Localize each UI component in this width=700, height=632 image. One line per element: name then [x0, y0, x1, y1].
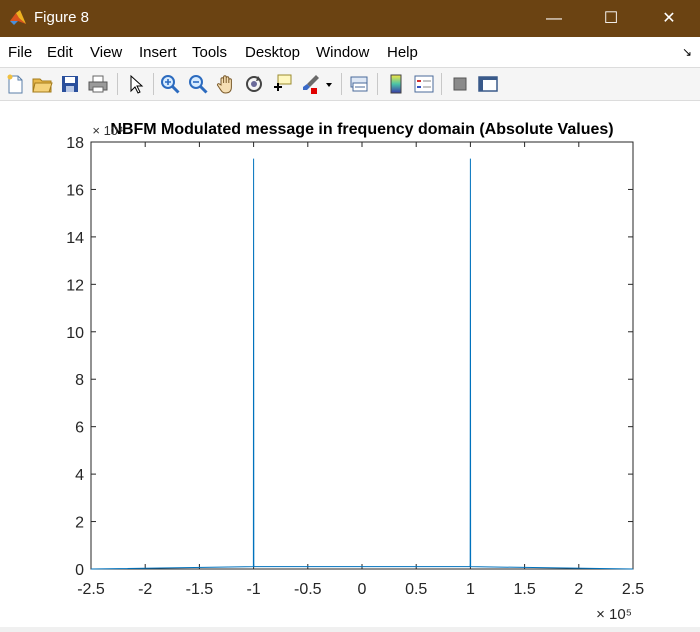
figure-toolbar [0, 68, 700, 101]
y-tick-label: 12 [66, 277, 84, 294]
maximize-button[interactable]: ☐ [603, 10, 619, 27]
brush-icon[interactable] [299, 73, 321, 95]
x-tick-label: -2 [138, 581, 152, 598]
toolbar-separator [117, 73, 118, 95]
data-cursor-icon[interactable] [271, 73, 293, 95]
y-tick-label: 4 [75, 467, 84, 484]
figure-canvas: NBFM Modulated message in frequency doma… [0, 101, 700, 627]
insert-legend-icon[interactable] [413, 73, 435, 95]
link-plot-icon[interactable] [348, 73, 370, 95]
y-tick-label: 2 [75, 515, 84, 532]
x-tick-label: -2.5 [77, 581, 105, 598]
toolbar-separator [341, 73, 342, 95]
menu-edit[interactable]: Edit [47, 44, 73, 61]
chart-title: NBFM Modulated message in frequency doma… [110, 121, 613, 138]
window-titlebar: Figure 8 — ☐ ✕ [0, 0, 700, 37]
print-icon[interactable] [87, 73, 109, 95]
menu-overflow-icon[interactable]: ↘ [681, 45, 692, 59]
y-tick-label: 14 [66, 230, 84, 247]
window-title: Figure 8 [34, 9, 90, 26]
x-tick-label: -1 [246, 581, 260, 598]
menu-view[interactable]: View [90, 44, 123, 61]
hide-plot-tools-icon[interactable] [449, 73, 471, 95]
y-tick-label: 16 [66, 182, 84, 199]
x-tick-label: 0 [358, 581, 367, 598]
y-tick-label: 0 [75, 562, 84, 579]
x-tick-label: -1.5 [186, 581, 214, 598]
brush-dropdown-icon[interactable] [323, 73, 335, 95]
x-tick-label: -0.5 [294, 581, 322, 598]
menu-desktop[interactable]: Desktop [245, 44, 301, 61]
zoom-out-icon[interactable] [187, 73, 209, 95]
insert-colorbar-icon[interactable] [385, 73, 407, 95]
pan-hand-icon[interactable] [215, 73, 237, 95]
y-tick-label: 10 [66, 325, 84, 342]
toolbar-separator [377, 73, 378, 95]
y-tick-label: 6 [75, 420, 84, 437]
menu-insert[interactable]: Insert [139, 44, 177, 61]
show-plot-tools-icon[interactable] [477, 73, 499, 95]
y-tick-label: 18 [66, 135, 84, 152]
plot-area [90, 141, 634, 570]
x-tick-label: 1.5 [513, 581, 535, 598]
select-arrow-icon[interactable] [124, 73, 146, 95]
y-tick-label: 8 [75, 372, 84, 389]
y-ticks: 0 2 4 6 8 10 12 14 16 18 [66, 135, 633, 579]
save-icon[interactable] [59, 73, 81, 95]
axes[interactable]: -2.5 -2 -1.5 -1 -0.5 0 0.5 1 1.5 2 2.5 0 2 4 6 8 10 12 14… [66, 135, 644, 598]
minimize-button[interactable]: — [546, 10, 562, 27]
close-button[interactable]: ✕ [662, 10, 676, 27]
menu-help[interactable]: Help [387, 44, 418, 61]
menu-tools[interactable]: Tools [192, 44, 228, 61]
x-tick-label: 2 [574, 581, 583, 598]
new-figure-icon[interactable] [4, 73, 26, 95]
matlab-logo-icon [9, 9, 27, 27]
x-tick-label: 1 [466, 581, 475, 598]
x-exponent-label: × 10⁵ [596, 606, 632, 623]
plot-svg: NBFM Modulated message in frequency doma… [66, 121, 644, 623]
series-line [90, 158, 634, 570]
menu-file[interactable]: File [8, 44, 33, 61]
toolbar-separator [441, 73, 442, 95]
menu-bar: File Edit View Insert Tools Desktop Wind… [0, 37, 700, 68]
menu-window[interactable]: Window [316, 44, 370, 61]
x-tick-label: 2.5 [622, 581, 644, 598]
zoom-in-icon[interactable] [159, 73, 181, 95]
rotate-3d-icon[interactable] [243, 73, 265, 95]
toolbar-separator [153, 73, 154, 95]
x-tick-label: 0.5 [405, 581, 427, 598]
y-exponent-label: × 10⁴ [92, 123, 123, 138]
open-folder-icon[interactable] [31, 73, 53, 95]
